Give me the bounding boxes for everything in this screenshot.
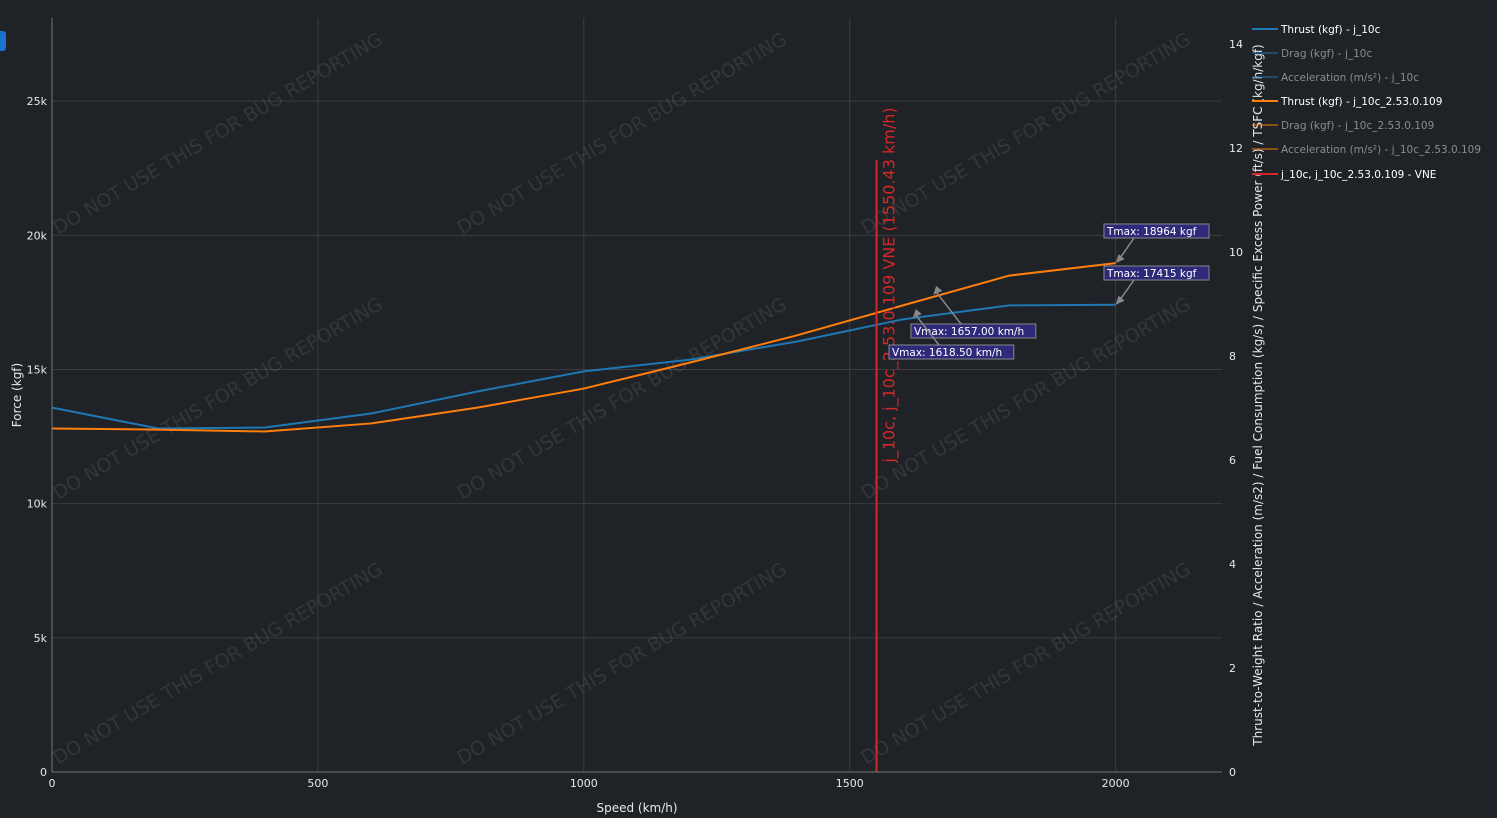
legend-label: Acceleration (m/s²) - j_10c: [1281, 72, 1419, 84]
y2-tick-label: 10: [1229, 246, 1243, 259]
y2-tick-label: 8: [1229, 350, 1236, 363]
annotation-arrow: [935, 291, 962, 325]
arrow-head: [933, 285, 943, 295]
legend-label: Thrust (kgf) - j_10c: [1280, 24, 1381, 36]
watermark-text: DO NOT USE THIS FOR BUG REPORTING: [857, 558, 1194, 769]
legend-item[interactable]: j_10c, j_10c_2.53.0.109 - VNE: [1252, 169, 1436, 181]
annotation-text: Tmax: 18964 kgf: [1106, 226, 1197, 238]
watermark-text: DO NOT USE THIS FOR BUG REPORTING: [453, 293, 790, 504]
annotation-text: Vmax: 1657.00 km/h: [914, 326, 1024, 338]
x-tick-label: 500: [307, 777, 328, 790]
legend-item[interactable]: Acceleration (m/s²) - j_10c_2.53.0.109: [1252, 144, 1481, 156]
legend-label: Thrust (kgf) - j_10c_2.53.0.109: [1280, 96, 1442, 108]
x-tick-label: 0: [49, 777, 56, 790]
annotation-box: [1103, 223, 1210, 239]
x-axis-title: Speed (km/h): [596, 801, 677, 815]
x-tick-label: 2000: [1102, 777, 1130, 790]
y-axis-title: Force (kgf): [10, 363, 24, 427]
y2-tick-label: 12: [1229, 142, 1243, 155]
annotation-arrow: [915, 314, 940, 346]
legend-item[interactable]: Acceleration (m/s²) - j_10c: [1252, 72, 1419, 84]
y2-axis-title: Thrust-to-Weight Ratio / Acceleration (m…: [1251, 44, 1265, 746]
legend-item[interactable]: Thrust (kgf) - j_10c_2.53.0.109: [1252, 96, 1442, 108]
y2-tick-label: 2: [1229, 662, 1236, 675]
watermark-text: DO NOT USE THIS FOR BUG REPORTING: [453, 28, 790, 239]
y-tick-label: 10k: [27, 498, 48, 511]
annotation-box: [910, 323, 1037, 339]
watermark-text: DO NOT USE THIS FOR BUG REPORTING: [49, 558, 386, 769]
arrow-head: [1115, 295, 1125, 305]
y2-tick-label: 6: [1229, 454, 1236, 467]
legend-label: j_10c, j_10c_2.53.0.109 - VNE: [1280, 169, 1436, 181]
legend-item[interactable]: Drag (kgf) - j_10c_2.53.0.109: [1252, 120, 1434, 132]
legend-item[interactable]: Drag (kgf) - j_10c: [1252, 48, 1372, 60]
watermark-text: DO NOT USE THIS FOR BUG REPORTING: [49, 28, 386, 239]
annotation-text: Vmax: 1618.50 km/h: [892, 347, 1002, 359]
vne-label: j_10c, j_10c_2.53.0.109 VNE (1550.43 km/…: [880, 107, 900, 463]
y-tick-label: 0: [40, 766, 47, 779]
x-tick-label: 1000: [570, 777, 598, 790]
series-line: [51, 303, 1116, 430]
annotation-box: [1103, 265, 1210, 281]
legend-label: Drag (kgf) - j_10c: [1281, 48, 1372, 60]
y-tick-label: 5k: [34, 632, 48, 645]
y-tick-label: 20k: [27, 229, 48, 242]
legend-label: Acceleration (m/s²) - j_10c_2.53.0.109: [1281, 144, 1481, 156]
y2-tick-label: 4: [1229, 558, 1236, 571]
annotation-text: Tmax: 17415 kgf: [1106, 268, 1197, 280]
y2-tick-label: 14: [1229, 38, 1243, 51]
side-panel-tab[interactable]: [0, 31, 6, 51]
y2-tick-label: 0: [1229, 766, 1236, 779]
watermark-text: DO NOT USE THIS FOR BUG REPORTING: [453, 558, 790, 769]
y-tick-label: 25k: [27, 95, 48, 108]
legend-label: Drag (kgf) - j_10c_2.53.0.109: [1281, 120, 1434, 132]
arrow-head: [912, 308, 922, 318]
watermark-text: DO NOT USE THIS FOR BUG REPORTING: [49, 293, 386, 504]
x-tick-label: 1500: [836, 777, 864, 790]
y-tick-label: 15k: [27, 364, 48, 377]
annotation-box: [888, 344, 1015, 360]
legend-item[interactable]: Thrust (kgf) - j_10c: [1252, 24, 1381, 36]
watermark-text: DO NOT USE THIS FOR BUG REPORTING: [857, 28, 1194, 239]
arrow-head: [1115, 254, 1125, 264]
